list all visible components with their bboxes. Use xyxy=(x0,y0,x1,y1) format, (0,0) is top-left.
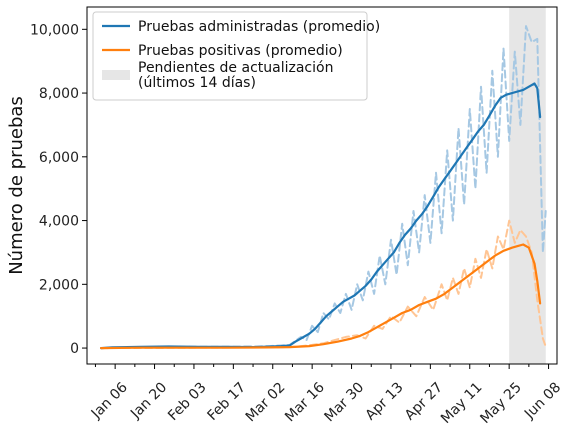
series-raw-line-3 xyxy=(100,219,547,350)
x-tick-label: Jun 08 xyxy=(521,379,564,422)
legend-swatch-shade xyxy=(102,70,130,80)
x-tick-label: Mar 02 xyxy=(243,379,289,424)
x-tick-label: Apr 13 xyxy=(363,379,407,423)
y-tick-label: 8,000 xyxy=(39,86,79,102)
x-tick-label: May 25 xyxy=(477,379,525,424)
y-tick-label: 2,000 xyxy=(39,277,79,293)
series-layer xyxy=(100,25,547,350)
x-tick-label: Jan 20 xyxy=(127,379,170,422)
series-raw-line-2 xyxy=(100,25,547,350)
x-tick-label: Mar 16 xyxy=(282,379,328,424)
x-tick-label: Jan 06 xyxy=(88,379,131,422)
plot-frame xyxy=(86,6,558,365)
series-line-0 xyxy=(100,82,542,350)
y-tick-label: 6,000 xyxy=(39,150,79,166)
legend-label-shade: (últimos 14 días) xyxy=(138,75,256,91)
shaded-region-rect xyxy=(509,7,546,364)
y-tick-label: 10,000 xyxy=(30,22,79,38)
x-tick-label: Mar 30 xyxy=(322,379,368,424)
shaded-region-layer xyxy=(509,7,546,364)
y-tick-label: 0 xyxy=(70,341,79,357)
series-line-1 xyxy=(100,243,542,350)
y-axis-label: Número de pruebas xyxy=(6,96,27,275)
legend-label-shade: Pendientes de actualización xyxy=(138,60,333,76)
y-tick-label: 4,000 xyxy=(39,214,79,230)
legend-label-0: Pruebas administradas (promedio) xyxy=(138,19,380,35)
x-tick-label: Feb 03 xyxy=(165,379,210,424)
legend-label-1: Pruebas positivas (promedio) xyxy=(138,43,343,59)
x-tick-label: Feb 17 xyxy=(204,379,249,424)
legend: Pruebas administradas (promedio) Pruebas … xyxy=(92,11,380,101)
legend-box xyxy=(92,11,368,101)
y-axis: 0 2,000 4,000 6,000 8,000 10,000 xyxy=(30,22,87,357)
